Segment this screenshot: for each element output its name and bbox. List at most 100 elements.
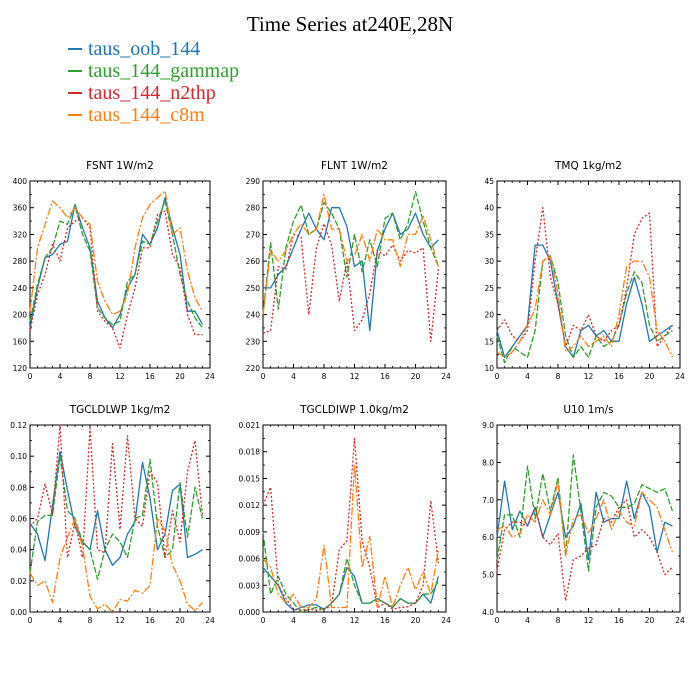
y-tick-label: 280 bbox=[13, 257, 28, 266]
y-tick-label: 360 bbox=[13, 204, 28, 213]
y-tick-label: 9.0 bbox=[482, 421, 494, 430]
series-line-taus-144-gammap bbox=[496, 255, 673, 364]
chart-panel-1: FSNT 1W/m2 120 160 200 240 280 320 360 400 0 4 8 12 1… bbox=[13, 160, 215, 381]
series-line-taus-oob-144 bbox=[496, 480, 673, 561]
x-tick-label: 0 bbox=[261, 372, 266, 381]
y-tick-label: 0.10 bbox=[10, 452, 27, 461]
panel-title: TGCLDIWP 1.0kg/m2 bbox=[299, 404, 409, 416]
y-tick-label: 15 bbox=[484, 337, 494, 346]
series-line-taus-144-c8m bbox=[262, 464, 440, 609]
y-tick-label: 0.08 bbox=[10, 483, 27, 492]
y-tick-label: 400 bbox=[13, 177, 28, 186]
chart-panel-3: TMQ 1kg/m2 10 15 20 25 30 35 40 45 0 4 8 12 16 20 24 bbox=[484, 160, 685, 381]
y-tick-label: 4.0 bbox=[482, 608, 494, 617]
x-tick-label: 24 bbox=[441, 372, 451, 381]
x-tick-label: 4 bbox=[525, 616, 530, 625]
x-tick-label: 4 bbox=[58, 372, 63, 381]
y-tick-label: 0.015 bbox=[239, 474, 261, 483]
series-line-taus-oob-144 bbox=[262, 566, 440, 611]
x-tick-label: 0 bbox=[495, 372, 500, 381]
series-line-taus-144-c8m bbox=[29, 517, 203, 613]
x-tick-label: 12 bbox=[115, 372, 125, 381]
y-tick-label: 10 bbox=[484, 364, 494, 373]
panel-title: FSNT 1W/m2 bbox=[86, 160, 154, 172]
y-tick-label: 240 bbox=[246, 311, 261, 320]
series-line-taus-oob-144 bbox=[29, 197, 204, 329]
y-tick-label: 0.000 bbox=[239, 608, 261, 617]
x-tick-label: 24 bbox=[205, 616, 215, 625]
x-tick-label: 0 bbox=[495, 616, 500, 625]
x-tick-label: 24 bbox=[675, 616, 685, 625]
x-tick-label: 16 bbox=[380, 616, 390, 625]
y-tick-label: 240 bbox=[13, 284, 28, 293]
y-tick-label: 0.04 bbox=[10, 546, 27, 555]
x-tick-label: 16 bbox=[614, 616, 624, 625]
series-line-taus-oob-144 bbox=[263, 207, 439, 332]
y-tick-label: 320 bbox=[13, 230, 28, 239]
y-tick-label: 250 bbox=[246, 284, 261, 293]
x-tick-label: 0 bbox=[261, 616, 266, 625]
y-tick-label: 35 bbox=[484, 230, 494, 239]
series-line-taus-144-c8m bbox=[29, 190, 204, 316]
y-tick-label: 45 bbox=[484, 177, 494, 186]
y-tick-label: 0.009 bbox=[239, 528, 261, 537]
x-tick-label: 20 bbox=[175, 372, 185, 381]
plot-frame bbox=[496, 180, 681, 369]
x-tick-label: 20 bbox=[175, 616, 185, 625]
plot-frame bbox=[496, 424, 681, 613]
series-line-taus-144-c8m bbox=[496, 255, 673, 358]
plot-frame bbox=[262, 180, 447, 369]
chart-panel-4: TGCLDLWP 1kg/m2 0.00 0.02 0.04 0.06 0.08 0.10 0… bbox=[10, 404, 215, 625]
y-tick-label: 120 bbox=[13, 364, 28, 373]
y-tick-label: 270 bbox=[246, 230, 261, 239]
legend-label: taus_oob_144 bbox=[88, 38, 201, 60]
y-tick-label: 0.012 bbox=[239, 501, 261, 510]
y-tick-label: 290 bbox=[246, 177, 261, 186]
legend-label: taus_144_gammap bbox=[88, 60, 240, 82]
x-tick-label: 12 bbox=[584, 372, 594, 381]
y-tick-label: 40 bbox=[484, 204, 494, 213]
chart-panel-2: FLNT 1W/m2 220 230 240 250 260 270 280 290 0 4 8 12 1… bbox=[246, 160, 451, 381]
x-tick-label: 8 bbox=[556, 372, 561, 381]
y-tick-label: 0.12 bbox=[10, 421, 27, 430]
x-tick-label: 12 bbox=[584, 616, 594, 625]
legend-swatch bbox=[68, 48, 82, 50]
legend-label: taus_144_n2thp bbox=[88, 82, 216, 104]
x-tick-label: 8 bbox=[322, 616, 327, 625]
y-tick-label: 6.0 bbox=[482, 533, 494, 542]
y-tick-label: 0.02 bbox=[10, 577, 27, 586]
y-tick-label: 0.021 bbox=[239, 421, 261, 430]
x-tick-label: 20 bbox=[411, 616, 421, 625]
y-tick-label: 0.003 bbox=[239, 581, 261, 590]
y-tick-label: 160 bbox=[13, 337, 28, 346]
legend-swatch bbox=[68, 92, 82, 94]
chart-main-title: Time Series at240E,28N bbox=[246, 12, 454, 36]
legend-item-taus-144-c8m: taus_144_c8m bbox=[68, 104, 239, 126]
x-tick-label: 20 bbox=[411, 372, 421, 381]
x-tick-label: 24 bbox=[441, 616, 451, 625]
x-tick-label: 0 bbox=[28, 616, 33, 625]
x-tick-label: 8 bbox=[88, 616, 93, 625]
series-line-taus-144-gammap bbox=[496, 454, 674, 572]
y-tick-label: 200 bbox=[13, 311, 28, 320]
y-tick-label: 0.006 bbox=[239, 555, 261, 564]
series-line-taus-144-c8m bbox=[262, 193, 440, 315]
x-tick-label: 20 bbox=[645, 616, 655, 625]
panel-title: TMQ 1kg/m2 bbox=[554, 160, 622, 172]
series-line-taus-144-gammap bbox=[262, 531, 439, 613]
series-line-taus-144-c8m bbox=[496, 480, 674, 557]
x-tick-label: 16 bbox=[145, 372, 155, 381]
legend: taus_oob_144 taus_144_gammap taus_144_n2… bbox=[68, 38, 239, 126]
series-line-taus-144-gammap bbox=[262, 191, 440, 315]
legend-swatch bbox=[68, 114, 82, 116]
series-line-taus-oob-144 bbox=[496, 244, 673, 358]
y-tick-label: 25 bbox=[484, 284, 494, 293]
chart-panel-6: U10 1m/s 4.0 5.0 6.0 7.0 8.0 9.0 0 4 8 12 16 20 24 bbox=[482, 404, 685, 625]
panel-title: FLNT 1W/m2 bbox=[321, 160, 388, 172]
y-tick-label: 220 bbox=[246, 364, 261, 373]
series-line-taus-144-n2thp bbox=[496, 207, 673, 348]
legend-label: taus_144_c8m bbox=[88, 104, 205, 126]
y-tick-label: 20 bbox=[484, 311, 494, 320]
y-tick-label: 230 bbox=[246, 337, 261, 346]
x-tick-label: 8 bbox=[322, 372, 327, 381]
